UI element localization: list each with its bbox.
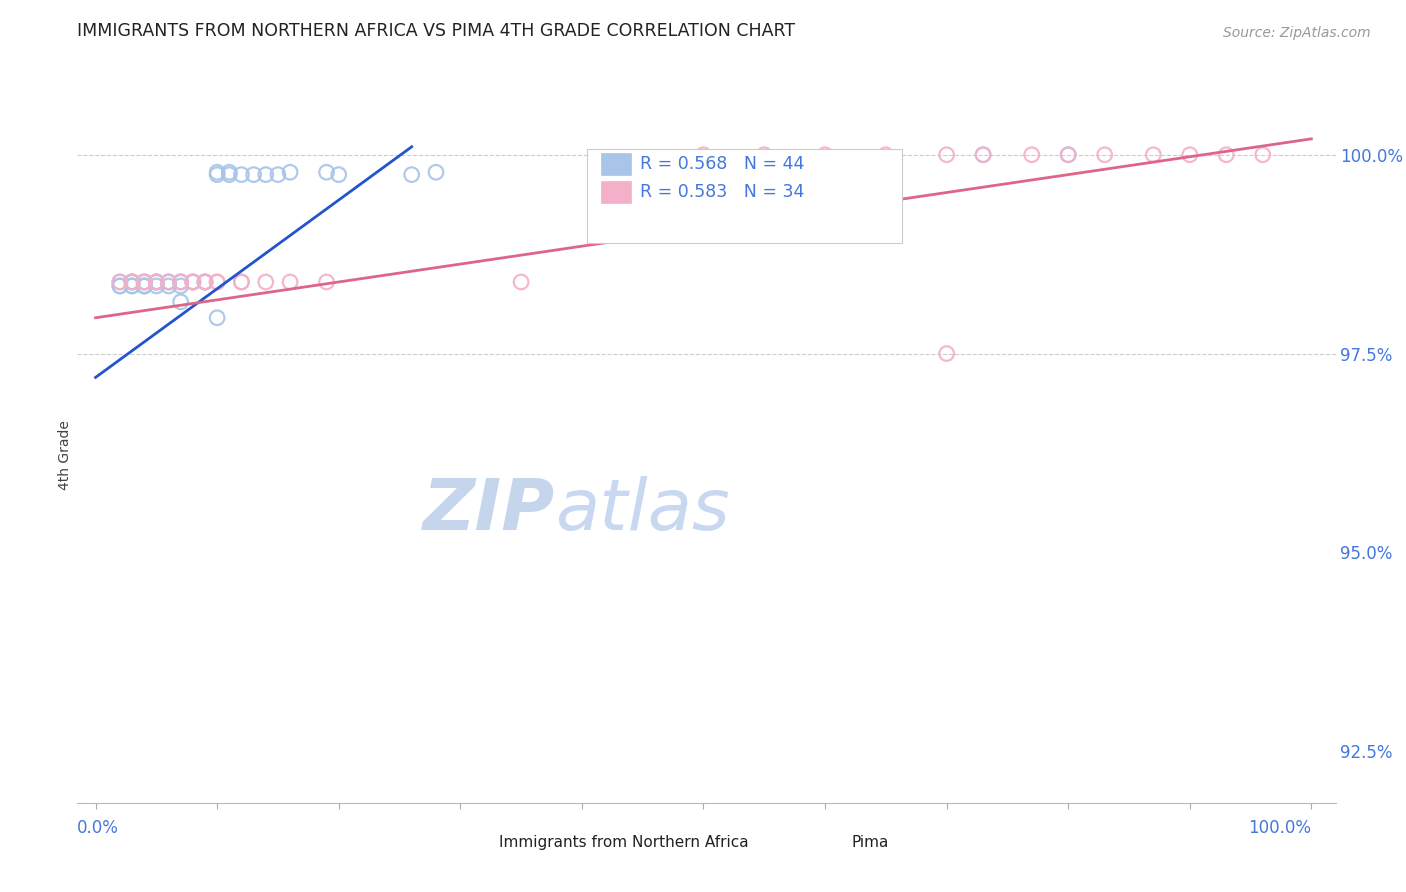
Point xyxy=(205,168,228,182)
Point xyxy=(218,168,240,182)
Point xyxy=(121,275,143,289)
Point xyxy=(145,275,167,289)
Point xyxy=(108,279,131,293)
Point xyxy=(242,168,264,182)
Point xyxy=(170,275,193,289)
Point xyxy=(170,279,193,293)
Point xyxy=(278,275,301,289)
Point xyxy=(145,275,167,289)
Point xyxy=(231,168,253,182)
Point xyxy=(1178,147,1201,161)
Point xyxy=(267,168,290,182)
Point xyxy=(231,275,253,289)
FancyBboxPatch shape xyxy=(460,831,491,852)
Point xyxy=(134,275,156,289)
Point xyxy=(401,168,423,182)
FancyBboxPatch shape xyxy=(600,153,631,175)
Point xyxy=(1057,147,1080,161)
Point xyxy=(875,147,897,161)
Point xyxy=(194,275,217,289)
Point xyxy=(205,165,228,179)
Point xyxy=(218,165,240,179)
Point xyxy=(108,275,131,289)
Text: R = 0.583   N = 34: R = 0.583 N = 34 xyxy=(640,183,804,201)
Point xyxy=(121,275,143,289)
FancyBboxPatch shape xyxy=(813,831,842,852)
Text: Source: ZipAtlas.com: Source: ZipAtlas.com xyxy=(1223,26,1371,40)
Point xyxy=(972,147,994,161)
Point xyxy=(205,275,228,289)
Point xyxy=(205,310,228,325)
Point xyxy=(108,275,131,289)
Point xyxy=(170,275,193,289)
Point xyxy=(157,279,180,293)
Text: ZIP: ZIP xyxy=(423,476,555,545)
Point xyxy=(194,275,217,289)
Text: IMMIGRANTS FROM NORTHERN AFRICA VS PIMA 4TH GRADE CORRELATION CHART: IMMIGRANTS FROM NORTHERN AFRICA VS PIMA … xyxy=(77,22,796,40)
Point xyxy=(121,275,143,289)
Point xyxy=(121,279,143,293)
Point xyxy=(194,275,217,289)
Point xyxy=(145,279,167,293)
Point xyxy=(425,165,447,179)
Point xyxy=(1251,147,1274,161)
Point xyxy=(134,275,156,289)
Point xyxy=(1021,147,1043,161)
Point xyxy=(157,275,180,289)
Point xyxy=(972,147,994,161)
Point xyxy=(170,275,193,289)
Point xyxy=(194,275,217,289)
Text: Immigrants from Northern Africa: Immigrants from Northern Africa xyxy=(499,835,748,850)
Point xyxy=(692,147,714,161)
Point xyxy=(134,279,156,293)
Point xyxy=(145,275,167,289)
Point xyxy=(157,275,180,289)
Point xyxy=(328,168,350,182)
Point xyxy=(1142,147,1164,161)
Point xyxy=(181,275,204,289)
Point xyxy=(315,165,337,179)
Point xyxy=(134,279,156,293)
Y-axis label: 4th Grade: 4th Grade xyxy=(58,420,72,490)
Text: Pima: Pima xyxy=(851,835,889,850)
Point xyxy=(134,275,156,289)
Point xyxy=(278,165,301,179)
Point xyxy=(157,275,180,289)
Point xyxy=(181,275,204,289)
Text: R = 0.568   N = 44: R = 0.568 N = 44 xyxy=(640,155,804,173)
Point xyxy=(935,147,957,161)
Point xyxy=(510,275,533,289)
FancyBboxPatch shape xyxy=(586,149,901,243)
Point xyxy=(814,147,837,161)
Point xyxy=(121,275,143,289)
Point xyxy=(134,279,156,293)
Point xyxy=(315,275,337,289)
Text: 0.0%: 0.0% xyxy=(77,819,120,837)
Point xyxy=(1094,147,1116,161)
Point xyxy=(1215,147,1237,161)
FancyBboxPatch shape xyxy=(600,181,631,203)
Point xyxy=(231,275,253,289)
Point xyxy=(254,168,277,182)
Point xyxy=(254,275,277,289)
Point xyxy=(181,275,204,289)
Text: atlas: atlas xyxy=(555,476,730,545)
Point xyxy=(1057,147,1080,161)
Point xyxy=(108,279,131,293)
Point xyxy=(935,346,957,360)
Point xyxy=(145,275,167,289)
Point xyxy=(121,279,143,293)
Point xyxy=(145,275,167,289)
Point xyxy=(170,294,193,309)
Point xyxy=(754,147,776,161)
Point xyxy=(181,275,204,289)
Point xyxy=(205,275,228,289)
Text: 100.0%: 100.0% xyxy=(1249,819,1312,837)
Point xyxy=(134,275,156,289)
